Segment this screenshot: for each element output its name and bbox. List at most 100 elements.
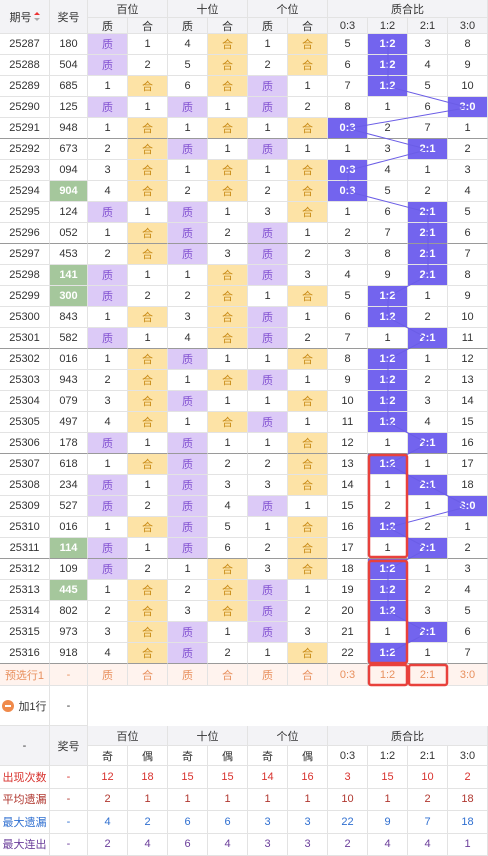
trend-cell: 合 xyxy=(128,76,168,97)
stat-value: 2 xyxy=(448,766,488,789)
trend-cell: 1 xyxy=(128,202,168,223)
trend-cell-text: 质 xyxy=(182,501,193,513)
trend-cell-text: 2 xyxy=(104,143,111,155)
header-group-text: 质合比 xyxy=(391,3,424,16)
trend-cell: 3:0 xyxy=(448,97,488,118)
trend-cell: 15 xyxy=(448,412,488,433)
preselect-cell: 质 xyxy=(168,664,208,686)
issue-text: 25295 xyxy=(9,206,40,218)
stat-value: 1 xyxy=(248,788,288,811)
trend-cell: 1 xyxy=(208,391,248,412)
trend-cell: 质 xyxy=(248,370,288,391)
footer-sub: 0:3 xyxy=(328,746,368,766)
trend-cell: 合 xyxy=(208,412,248,433)
number-text: 124 xyxy=(59,206,78,218)
number-text: 453 xyxy=(59,248,78,260)
preselect-cell-text: 2:1 xyxy=(419,668,436,681)
trend-cell: 合 xyxy=(208,286,248,307)
trend-cell: 质 xyxy=(168,349,208,370)
number-text: 527 xyxy=(59,500,78,512)
trend-cell: 5 xyxy=(368,181,408,202)
trend-cell: 1 xyxy=(88,349,128,370)
trend-cell-text: 2 xyxy=(184,290,191,302)
footer-sub: 2:1 xyxy=(408,746,448,766)
header-number: 奖号 xyxy=(50,0,88,34)
trend-cell: 2 xyxy=(448,538,488,559)
trend-cell-text: 1 xyxy=(184,269,191,281)
number: 497 xyxy=(50,412,88,433)
trend-cell-text: 质 xyxy=(182,228,193,240)
trend-cell-text: 2 xyxy=(104,605,111,617)
stat-value-text: 1 xyxy=(264,793,271,806)
trend-cell-text: 2 xyxy=(304,332,311,344)
trend-cell: 1 xyxy=(408,496,448,517)
trend-cell: 3 xyxy=(368,139,408,160)
number-text: 125 xyxy=(59,101,78,113)
number: 843 xyxy=(50,307,88,328)
trend-cell: 合 xyxy=(128,181,168,202)
stat-value: 3 xyxy=(288,811,328,834)
trend-cell: 质 xyxy=(248,328,288,349)
trend-cell: 4 xyxy=(328,265,368,286)
trend-cell: 5 xyxy=(448,202,488,223)
trend-cell: 3 xyxy=(208,475,248,496)
footer-sub-text: 奇 xyxy=(182,750,193,763)
stat-value-text: 18 xyxy=(141,770,154,783)
trend-cell: 1 xyxy=(248,118,288,139)
trend-cell-text: 合 xyxy=(142,648,153,660)
trend-cell: 合 xyxy=(208,34,248,55)
footer-sub: 奇 xyxy=(88,746,128,766)
trend-cell-text: 3 xyxy=(264,563,271,575)
number-text: 114 xyxy=(59,542,78,554)
trend-cell: 3 xyxy=(408,391,448,412)
trend-cell: 1 xyxy=(88,223,128,244)
trend-cell-text: 2 xyxy=(304,248,311,260)
issue: 25311 xyxy=(0,538,50,559)
header-sub-text: 质 xyxy=(102,20,113,33)
trend-cell: 合 xyxy=(288,559,328,580)
add-row-number-text: - xyxy=(66,699,71,712)
trend-cell: 质 xyxy=(88,202,128,223)
trend-cell-text: 9 xyxy=(464,59,471,71)
issue: 25290 xyxy=(0,97,50,118)
trend-cell-text: 4 xyxy=(424,59,431,71)
trend-cell: 2:1 xyxy=(408,328,448,349)
number-text: 178 xyxy=(59,437,78,449)
add-row-button[interactable]: 加1行 xyxy=(0,686,50,726)
issue-text: 25291 xyxy=(9,122,40,134)
trend-cell: 18 xyxy=(328,559,368,580)
stat-value-text: 1 xyxy=(464,838,471,851)
trend-cell: 1 xyxy=(208,622,248,643)
trend-cell: 质 xyxy=(168,433,208,454)
trend-cell: 1 xyxy=(408,349,448,370)
stat-number: - xyxy=(50,766,88,789)
trend-cell: 7 xyxy=(368,223,408,244)
stat-label-text: 出现次数 xyxy=(2,771,47,784)
trend-cell: 4 xyxy=(88,643,128,664)
trend-cell: 2 xyxy=(368,496,408,517)
sort-icon[interactable] xyxy=(33,12,40,21)
trend-cell: 合 xyxy=(208,601,248,622)
trend-cell-text: 质 xyxy=(262,312,273,324)
trend-cell-text: 2:1 xyxy=(419,542,436,554)
number-text: 094 xyxy=(59,164,78,176)
issue: 25287 xyxy=(0,34,50,55)
preselect-cell-text: 质 xyxy=(102,669,113,682)
trend-cell: 合 xyxy=(128,349,168,370)
trend-cell-text: 7 xyxy=(344,80,351,92)
header-sub-text: 合 xyxy=(302,20,313,33)
trend-cell: 2 xyxy=(368,118,408,139)
trend-cell-text: 22 xyxy=(341,647,354,659)
trend-cell: 质 xyxy=(168,391,208,412)
trend-cell-text: 8 xyxy=(344,101,351,113)
header-sub-text: 合 xyxy=(142,20,153,33)
stat-value-text: 1 xyxy=(144,793,151,806)
trend-cell: 2 xyxy=(248,181,288,202)
trend-cell-text: 质 xyxy=(262,375,273,387)
stat-value-text: 15 xyxy=(381,770,394,783)
stat-value: 4 xyxy=(208,833,248,856)
trend-cell-text: 1:2 xyxy=(379,563,396,575)
trend-cell-text: 合 xyxy=(222,606,233,618)
preselect-cell: 质 xyxy=(88,664,128,686)
trend-cell-text: 合 xyxy=(302,354,313,366)
